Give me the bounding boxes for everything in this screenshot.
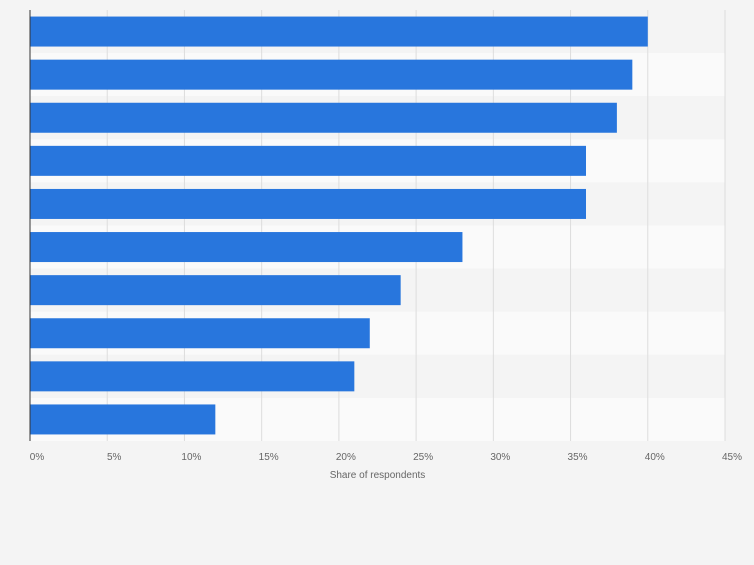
x-tick-label: 5% bbox=[107, 452, 122, 463]
x-tick-label: 20% bbox=[336, 452, 356, 463]
bars bbox=[30, 16, 648, 435]
x-tick-label: 45% bbox=[722, 452, 742, 463]
x-tick-label: 25% bbox=[413, 452, 433, 463]
bar[interactable] bbox=[30, 102, 617, 133]
bar[interactable] bbox=[30, 318, 370, 349]
x-tick-label: 30% bbox=[490, 452, 510, 463]
bar[interactable] bbox=[30, 145, 586, 176]
x-tick-label: 40% bbox=[645, 452, 665, 463]
x-tick-label: 35% bbox=[568, 452, 588, 463]
bar[interactable] bbox=[30, 232, 463, 263]
x-tick-label: 10% bbox=[181, 452, 201, 463]
x-axis-label: Share of respondents bbox=[330, 470, 426, 481]
bar[interactable] bbox=[30, 404, 216, 435]
bar[interactable] bbox=[30, 275, 401, 306]
bar[interactable] bbox=[30, 188, 586, 219]
bar[interactable] bbox=[30, 16, 648, 47]
x-axis-ticks: 0% 5% 10% 15% 20% 25% 30% 35% 40% 45% bbox=[30, 452, 742, 463]
bar[interactable] bbox=[30, 59, 633, 90]
x-tick-label: 15% bbox=[259, 452, 279, 463]
bar[interactable] bbox=[30, 361, 355, 392]
x-tick-label: 0% bbox=[30, 452, 45, 463]
